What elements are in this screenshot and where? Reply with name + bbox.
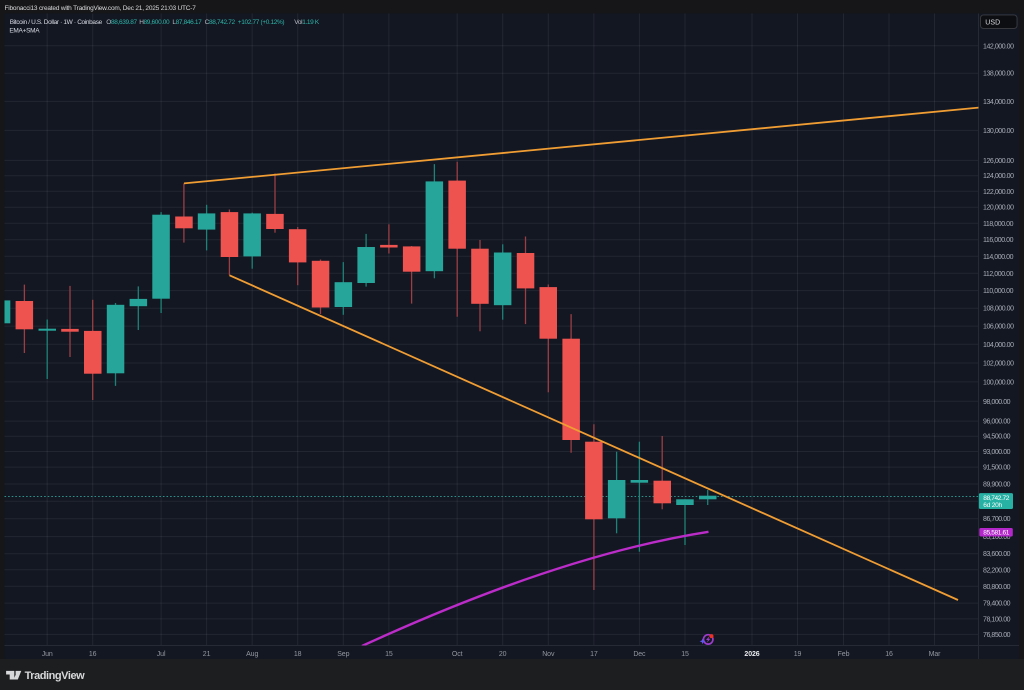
svg-text:Nov: Nov [542, 651, 555, 658]
svg-text:79,400.00: 79,400.00 [983, 601, 1011, 608]
svg-text:104,000.00: 104,000.00 [983, 342, 1014, 349]
svg-text:O88,639.87: O88,639.87 [106, 19, 137, 26]
svg-text:94,500.00: 94,500.00 [983, 434, 1011, 441]
svg-text:18: 18 [294, 651, 302, 658]
svg-text:C88,742.72: C88,742.72 [205, 19, 236, 26]
svg-text:Sep: Sep [337, 651, 349, 658]
svg-text:Fibonacci13 created with Tradi: Fibonacci13 created with TradingView.com… [5, 5, 197, 12]
svg-text:108,000.00: 108,000.00 [983, 306, 1014, 313]
svg-text:124,000.00: 124,000.00 [983, 173, 1014, 180]
svg-text:Vol1.19 K: Vol1.19 K [294, 19, 320, 26]
svg-text:USD: USD [985, 20, 1000, 27]
svg-text:88,742.72: 88,742.72 [983, 495, 1009, 502]
svg-text:102,000.00: 102,000.00 [983, 361, 1014, 368]
svg-text:H89,600.00: H89,600.00 [139, 19, 170, 26]
svg-text:83,600.00: 83,600.00 [983, 551, 1011, 558]
svg-text:142,000.00: 142,000.00 [983, 43, 1014, 50]
svg-text:120,000.00: 120,000.00 [983, 205, 1014, 212]
svg-text:122,000.00: 122,000.00 [983, 189, 1014, 196]
svg-text:19: 19 [794, 651, 802, 658]
svg-text:L87,846.17: L87,846.17 [172, 19, 202, 26]
svg-text:6d 20h: 6d 20h [983, 502, 1002, 509]
svg-text:100,000.00: 100,000.00 [983, 379, 1014, 386]
svg-text:134,000.00: 134,000.00 [983, 99, 1014, 106]
svg-text:85,581.61: 85,581.61 [983, 529, 1009, 536]
svg-text:126,000.00: 126,000.00 [983, 158, 1014, 165]
svg-text:85,100.00: 85,100.00 [983, 534, 1011, 541]
svg-text:80,800.00: 80,800.00 [983, 584, 1011, 591]
svg-text:Aug: Aug [246, 651, 258, 658]
svg-text:15: 15 [681, 651, 689, 658]
svg-text:118,000.00: 118,000.00 [983, 221, 1014, 228]
svg-text:Jul: Jul [157, 651, 166, 658]
svg-text:15: 15 [385, 651, 393, 658]
svg-text:2026: 2026 [744, 651, 759, 658]
svg-text:93,000.00: 93,000.00 [983, 449, 1011, 456]
svg-text:89,900.00: 89,900.00 [983, 482, 1011, 489]
svg-text:86,700.00: 86,700.00 [983, 516, 1011, 523]
svg-text:17: 17 [590, 651, 598, 658]
svg-text:16: 16 [89, 651, 97, 658]
svg-text:116,000.00: 116,000.00 [983, 237, 1014, 244]
svg-text:Oct: Oct [452, 651, 463, 658]
svg-text:91,500.00: 91,500.00 [983, 465, 1011, 472]
svg-text:EMA+SMA: EMA+SMA [9, 27, 40, 34]
svg-text:96,000.00: 96,000.00 [983, 419, 1011, 426]
svg-text:20: 20 [499, 651, 507, 658]
svg-text:Jun: Jun [42, 651, 53, 658]
svg-text:TradingView: TradingView [25, 670, 86, 682]
svg-text:112,000.00: 112,000.00 [983, 271, 1014, 278]
svg-text:82,200.00: 82,200.00 [983, 567, 1011, 574]
svg-text:138,000.00: 138,000.00 [983, 71, 1014, 78]
svg-text:114,000.00: 114,000.00 [983, 254, 1014, 261]
svg-text:21: 21 [203, 651, 211, 658]
svg-text:Feb: Feb [838, 651, 850, 658]
svg-text:130,000.00: 130,000.00 [983, 128, 1014, 135]
svg-text:16: 16 [885, 651, 893, 658]
svg-text:Mar: Mar [929, 651, 942, 658]
svg-text:+102.77 (+0.12%): +102.77 (+0.12%) [238, 19, 285, 26]
svg-text:110,000.00: 110,000.00 [983, 288, 1014, 295]
svg-text:98,000.00: 98,000.00 [983, 399, 1011, 406]
svg-text:106,000.00: 106,000.00 [983, 324, 1014, 331]
svg-text:78,100.00: 78,100.00 [983, 616, 1011, 623]
svg-text:Dec: Dec [633, 651, 646, 658]
svg-text:Bitcoin / U.S. Dollar · 1W · C: Bitcoin / U.S. Dollar · 1W · Coinbase [10, 19, 103, 26]
svg-text:76,850.00: 76,850.00 [983, 632, 1011, 639]
